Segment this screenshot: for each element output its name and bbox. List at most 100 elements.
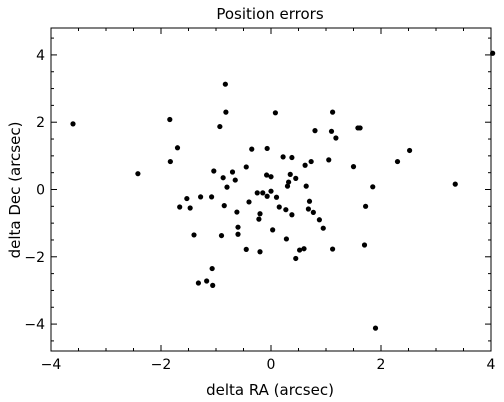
x-tick-label: 2 — [377, 357, 386, 373]
data-point — [326, 157, 332, 163]
data-point — [234, 209, 240, 215]
data-point — [243, 246, 249, 252]
data-point — [283, 236, 289, 242]
data-point — [167, 116, 173, 123]
data-point — [177, 204, 183, 210]
data-point — [283, 207, 289, 213]
data-point — [187, 205, 193, 211]
data-point — [301, 246, 307, 252]
data-point — [249, 146, 255, 152]
data-point — [218, 232, 225, 239]
data-point — [306, 198, 313, 204]
data-point — [221, 203, 227, 209]
x-axis-label: delta RA (arcsec) — [206, 381, 334, 399]
plot-area: −4 −2 0 2 4 −4 −2 0 2 4 — [24, 27, 496, 373]
data-point — [305, 206, 311, 212]
y-axis-ticks: −4 −2 0 2 4 — [24, 37, 491, 342]
data-point — [330, 246, 336, 252]
data-point — [256, 216, 262, 222]
data-point — [184, 195, 190, 202]
x-tick-label: 4 — [487, 357, 496, 373]
data-point — [333, 135, 339, 141]
data-point — [316, 217, 322, 223]
y-tick-label: 0 — [36, 183, 45, 199]
data-point — [209, 194, 215, 200]
y-tick-label: −2 — [24, 250, 45, 266]
data-point — [191, 232, 197, 238]
data-point — [330, 109, 336, 115]
data-point — [257, 249, 263, 255]
data-point — [235, 224, 241, 230]
data-point — [70, 121, 76, 127]
data-point — [452, 181, 458, 187]
data-point — [328, 128, 335, 134]
data-point — [268, 188, 274, 194]
y-axis-label: delta Dec (arcsec) — [6, 122, 24, 259]
data-point — [361, 242, 368, 248]
data-point — [264, 172, 270, 178]
data-point — [312, 128, 318, 134]
data-point — [211, 168, 217, 174]
data-point — [174, 145, 181, 151]
data-point — [372, 325, 379, 331]
data-point — [224, 184, 230, 190]
data-point — [310, 209, 316, 215]
data-point — [210, 282, 216, 288]
data-point — [320, 225, 326, 231]
data-point — [297, 247, 303, 253]
data-point — [273, 194, 280, 200]
data-point — [135, 171, 141, 177]
x-tick-label: 0 — [267, 357, 276, 373]
data-point — [280, 154, 286, 160]
data-point — [204, 278, 210, 284]
data-point — [198, 194, 204, 200]
data-point — [167, 158, 173, 165]
x-tick-label: −2 — [151, 357, 172, 373]
x-axis-ticks: −4 −2 0 2 4 — [41, 28, 496, 373]
data-point — [490, 50, 496, 56]
data-point — [195, 280, 201, 286]
data-point — [229, 169, 236, 175]
data-point — [264, 193, 270, 199]
data-point — [232, 177, 238, 183]
data-point — [370, 184, 376, 190]
y-tick-label: 4 — [36, 48, 45, 64]
data-point — [289, 212, 295, 218]
data-point — [357, 125, 363, 131]
data-point — [209, 265, 215, 272]
data-point — [363, 203, 369, 209]
chart-title: Position errors — [216, 5, 323, 23]
data-point — [293, 175, 299, 181]
data-point — [302, 162, 308, 168]
data-point — [303, 183, 309, 189]
x-tick-label: −4 — [41, 357, 62, 373]
data-point — [276, 204, 282, 210]
data-point — [308, 158, 314, 165]
data-point — [254, 190, 260, 196]
data-point — [287, 171, 293, 177]
y-tick-label: 2 — [36, 115, 45, 131]
data-point — [246, 199, 252, 205]
data-point — [217, 123, 223, 130]
data-point — [220, 175, 226, 181]
data-point — [268, 174, 274, 180]
data-point — [272, 110, 278, 116]
data-point — [270, 227, 276, 233]
data-points — [70, 50, 496, 331]
y-tick-label: −4 — [24, 317, 45, 333]
data-point — [394, 158, 401, 165]
data-point — [235, 231, 241, 237]
data-point — [222, 81, 228, 87]
data-point — [407, 147, 413, 154]
data-point — [289, 154, 295, 161]
data-point — [286, 179, 292, 185]
data-point — [223, 109, 229, 115]
data-point — [350, 164, 357, 170]
data-point — [260, 190, 266, 196]
data-point — [257, 211, 263, 217]
data-point — [243, 164, 249, 170]
data-point — [293, 255, 299, 262]
data-point — [264, 145, 270, 152]
data-point — [284, 183, 291, 189]
